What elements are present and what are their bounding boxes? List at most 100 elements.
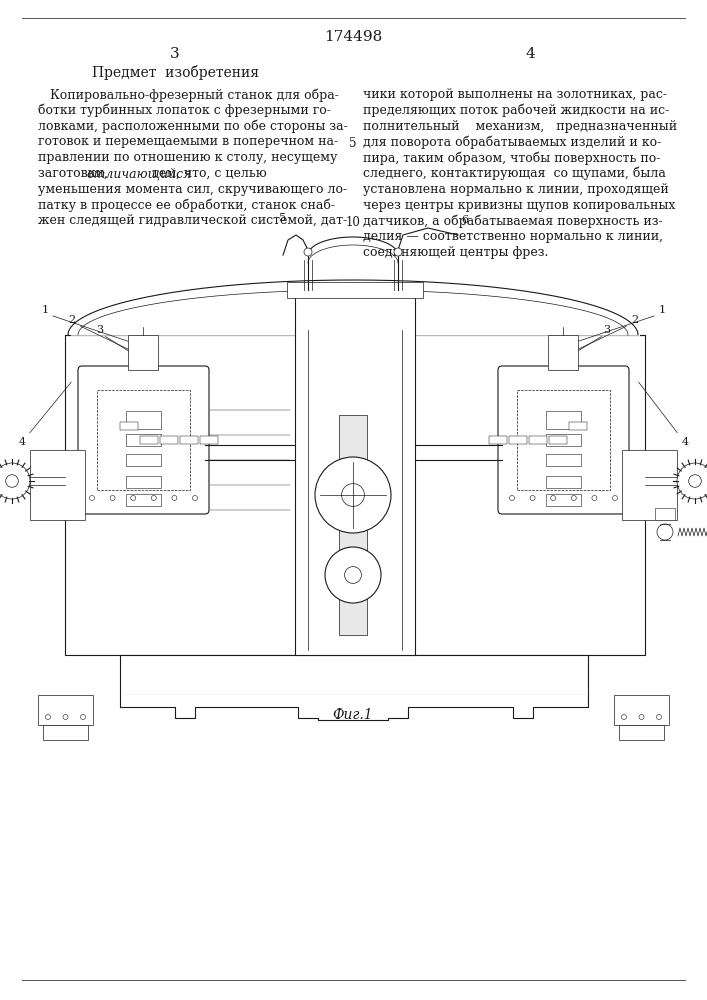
Circle shape [172,495,177,500]
Bar [655,508,675,520]
Circle shape [315,457,391,533]
Circle shape [657,714,662,720]
Bar [546,476,581,488]
Bar [546,434,581,446]
Text: пира, таким образом, чтобы поверхность по-: пира, таким образом, чтобы поверхность п… [363,151,660,165]
Circle shape [90,495,95,500]
Circle shape [394,248,402,256]
Circle shape [131,495,136,500]
FancyBboxPatch shape [78,366,209,514]
Bar [126,454,161,466]
Text: чики которой выполнены на золотниках, рас-: чики которой выполнены на золотниках, ра… [363,88,667,101]
Text: 1: 1 [42,305,49,315]
Bar [126,476,161,488]
Circle shape [621,714,626,720]
Text: 1: 1 [658,305,665,315]
Circle shape [657,524,673,540]
Text: тем, что, с целью: тем, что, с целью [148,167,267,180]
Circle shape [192,495,197,500]
Bar [619,725,664,740]
Text: датчиков, а обрабатываемая поверхность из-: датчиков, а обрабатываемая поверхность и… [363,214,662,228]
Text: полнительный    механизм,   предназначенный: полнительный механизм, предназначенный [363,120,677,133]
Circle shape [110,495,115,500]
Circle shape [341,484,364,506]
Bar [529,436,547,444]
Text: 5: 5 [279,213,286,223]
Text: заготовки,: заготовки, [38,167,112,180]
Text: жен следящей гидравлической системой, дат-: жен следящей гидравлической системой, да… [38,214,347,227]
Bar [97,390,190,490]
FancyBboxPatch shape [498,366,629,514]
Circle shape [510,495,515,500]
Text: 3: 3 [96,325,103,335]
Circle shape [304,248,312,256]
Text: Предмет  изобретения: Предмет изобретения [91,64,259,80]
Text: 2: 2 [631,315,638,325]
Text: установлена нормально к линии, проходящей: установлена нормально к линии, проходяще… [363,183,669,196]
Circle shape [677,463,707,499]
Text: готовок и перемещаемыми в поперечном на-: готовок и перемещаемыми в поперечном на- [38,135,338,148]
Bar [287,282,423,298]
Bar [65,335,645,655]
Circle shape [151,495,156,500]
Text: ботки турбинных лопаток с фрезерными го-: ботки турбинных лопаток с фрезерными го- [38,104,331,117]
Text: следнего, контактирующая  со щупами, была: следнего, контактирующая со щупами, была [363,167,666,180]
Text: 174498: 174498 [324,30,382,44]
Circle shape [63,714,68,720]
Text: 4: 4 [525,47,535,61]
Text: соединяющей центры фрез.: соединяющей центры фрез. [363,246,549,259]
Text: Копировально-фрезерный станок для обра-: Копировально-фрезерный станок для обра- [38,88,339,102]
Bar [339,415,367,635]
Circle shape [81,714,86,720]
Circle shape [344,567,361,583]
Bar [622,450,677,520]
Text: через центры кривизны щупов копировальных: через центры кривизны щупов копировальны… [363,199,675,212]
Text: 5: 5 [349,137,357,150]
Text: уменьшения момента сил, скручивающего ло-: уменьшения момента сил, скручивающего ло… [38,183,347,196]
Bar [200,436,218,444]
Text: 3: 3 [170,47,180,61]
Bar [180,436,198,444]
Polygon shape [68,280,640,335]
Polygon shape [120,695,588,720]
Text: 4: 4 [682,437,689,447]
Bar [517,390,610,490]
Circle shape [571,495,576,500]
Bar [546,494,581,506]
Text: правлении по отношению к столу, несущему: правлении по отношению к столу, несущему [38,151,337,164]
Circle shape [551,495,556,500]
Bar [546,411,581,429]
Bar [489,436,507,444]
Circle shape [45,714,50,720]
Bar [140,436,158,444]
Bar [295,290,415,655]
Text: 6: 6 [462,215,469,225]
Bar [30,450,85,520]
Text: пределяющих поток рабочей жидкости на ис-: пределяющих поток рабочей жидкости на ис… [363,104,670,117]
Text: Фиг.1: Фиг.1 [333,708,373,722]
Text: для поворота обрабатываемых изделий и ко-: для поворота обрабатываемых изделий и ко… [363,135,661,149]
Circle shape [530,495,535,500]
Bar [546,454,581,466]
Bar [126,411,161,429]
Circle shape [689,475,701,487]
Bar [509,436,527,444]
Text: 2: 2 [69,315,76,325]
Bar [126,434,161,446]
Bar [43,725,88,740]
Bar [38,695,93,725]
Circle shape [639,714,644,720]
Text: 3: 3 [604,325,611,335]
Circle shape [325,547,381,603]
Circle shape [0,463,30,499]
Bar [548,335,578,370]
Text: 10: 10 [346,216,361,229]
Text: 4: 4 [18,437,25,447]
Bar [128,335,158,370]
Circle shape [6,475,18,487]
Bar [614,695,669,725]
Circle shape [592,495,597,500]
Text: делия — соответственно нормально к линии,: делия — соответственно нормально к линии… [363,230,663,243]
Circle shape [612,495,617,500]
Bar [120,655,588,695]
